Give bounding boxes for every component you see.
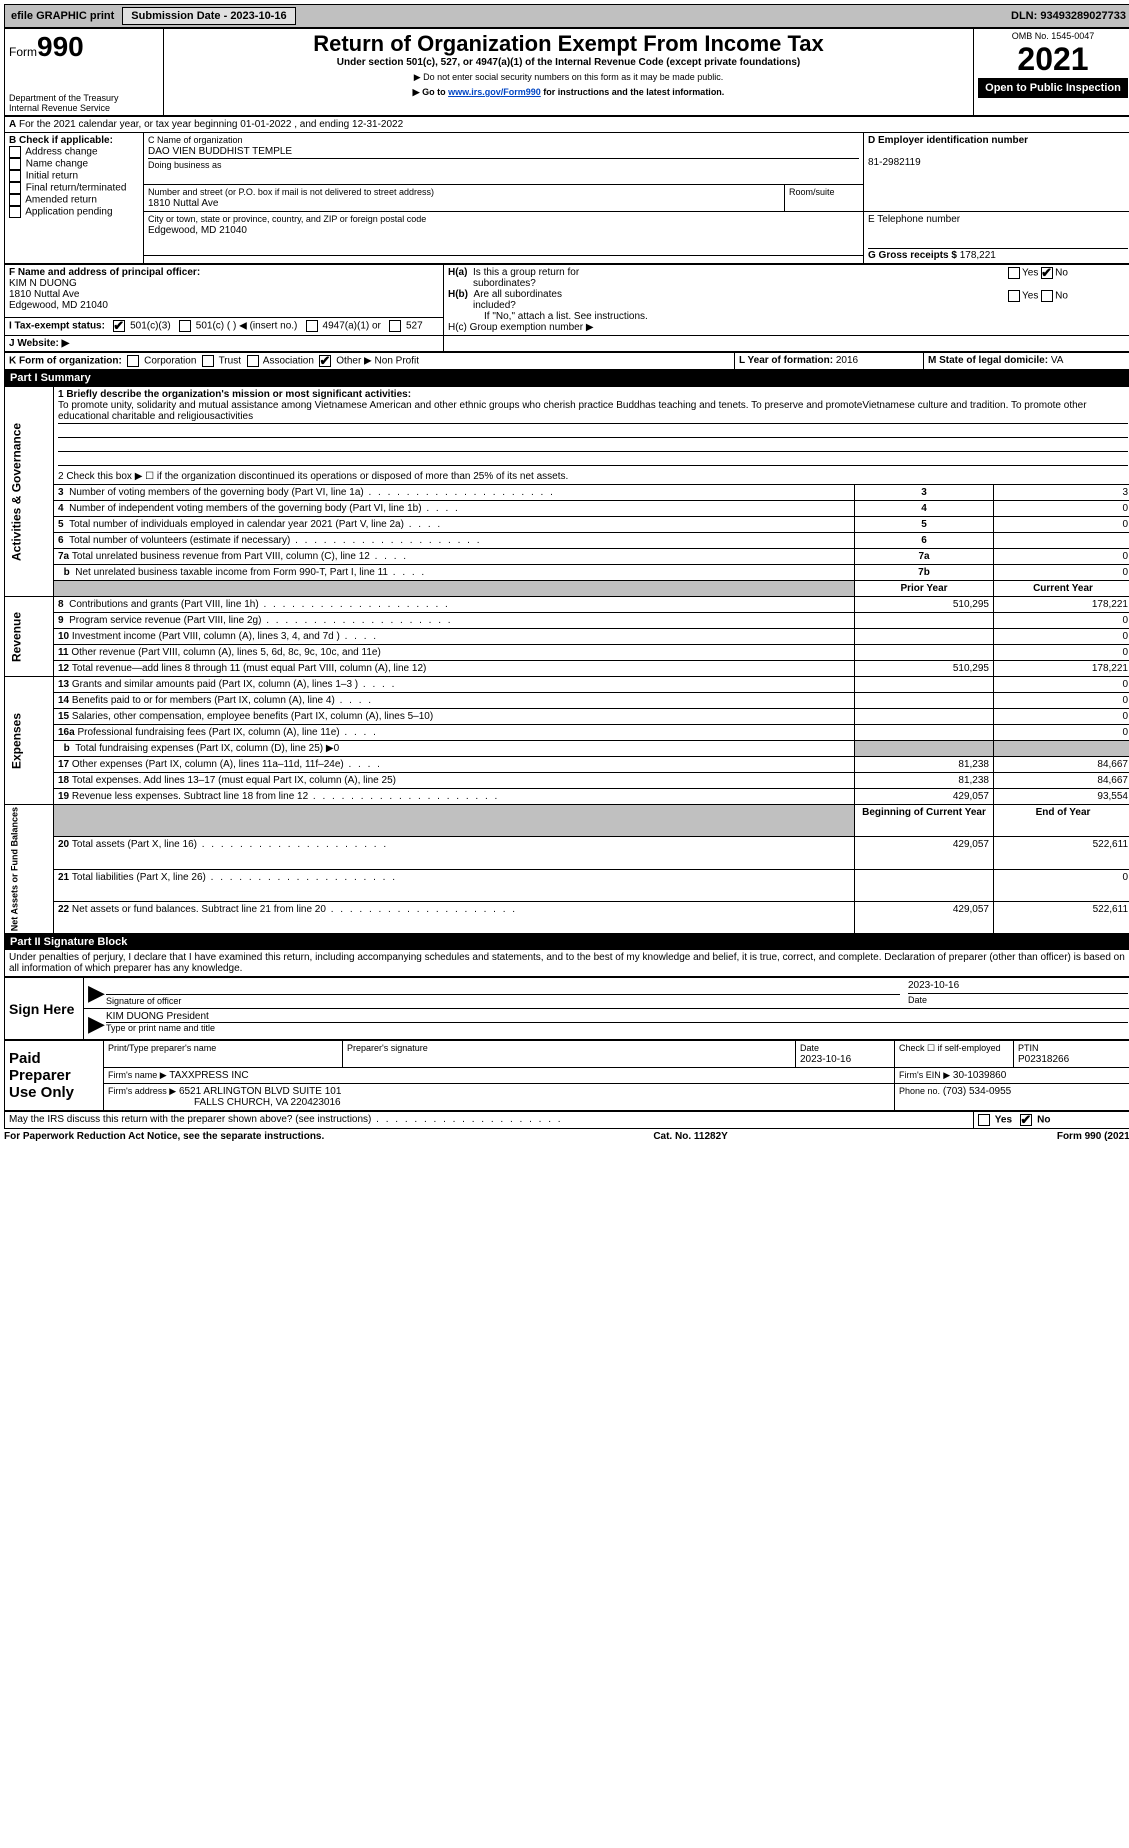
dept-label: Department of the Treasury Internal Reve… — [9, 93, 159, 113]
may-irs-discuss: May the IRS discuss this return with the… — [5, 1112, 974, 1129]
form-number: 990 — [37, 31, 84, 62]
room-label: Room/suite — [789, 187, 835, 197]
cb-4947[interactable] — [306, 320, 318, 332]
section-k: K Form of organization: Corporation Trus… — [5, 353, 735, 370]
side-expenses: Expenses — [5, 677, 54, 805]
subtitle-2: ▶ Do not enter social security numbers o… — [168, 72, 969, 83]
check-self: Check ☐ if self-employed — [895, 1041, 1014, 1068]
gross-receipts: 178,221 — [960, 250, 996, 261]
cb-amended[interactable] — [9, 194, 21, 206]
open-to-public: Open to Public Inspection — [978, 78, 1128, 98]
cb-assoc[interactable] — [247, 355, 259, 367]
firm-addr1: 6521 ARLINGTON BLVD SUITE 101 — [179, 1086, 341, 1097]
omb-label: OMB No. 1545-0047 — [978, 31, 1128, 41]
d-label: D Employer identification number — [868, 135, 1028, 146]
section-i: I Tax-exempt status: 501(c)(3) 501(c) ( … — [5, 317, 444, 335]
section-b: B Check if applicable: Address change Na… — [5, 133, 144, 264]
ein-value: 81-2982119 — [868, 157, 921, 168]
e-label: E Telephone number — [868, 214, 960, 225]
form-header-table: Form990 Department of the Treasury Inter… — [4, 28, 1129, 116]
g-label: G Gross receipts $ — [868, 250, 957, 261]
q1-text: To promote unity, solidarity and mutual … — [58, 400, 1087, 422]
gov-row: b Net unrelated business taxable income … — [5, 565, 1129, 581]
dln-label: DLN: 93493289027733 — [1011, 10, 1129, 22]
h-c: H(c) Group exemption number ▶ — [448, 322, 1000, 333]
side-activities: Activities & Governance — [5, 387, 54, 597]
gov-row: 6 Total number of volunteers (estimate i… — [5, 533, 1129, 549]
org-name: DAO VIEN BUDDHIST TEMPLE — [148, 146, 292, 157]
city-value: Edgewood, MD 21040 — [148, 225, 247, 236]
gov-row: 5 Total number of individuals employed i… — [5, 517, 1129, 533]
page-footer: For Paperwork Reduction Act Notice, see … — [4, 1129, 1129, 1144]
street-value: 1810 Nuttal Ave — [148, 198, 218, 209]
street-label: Number and street (or P.O. box if mail i… — [148, 187, 434, 197]
cb-discuss-no[interactable] — [1020, 1114, 1032, 1126]
sig-officer-label: Signature of officer — [106, 994, 900, 1006]
cb-discuss-yes[interactable] — [978, 1114, 990, 1126]
city-label: City or town, state or province, country… — [148, 214, 426, 224]
type-name-label: Type or print name and title — [106, 1022, 1128, 1033]
date-label: Date — [908, 993, 1128, 1005]
c-name-label: C Name of organization — [148, 135, 243, 145]
tax-year: 2021 — [978, 41, 1128, 78]
cb-name-change[interactable] — [9, 158, 21, 170]
efile-label: efile GRAPHIC print — [7, 10, 118, 22]
officer-name-title: KIM DUONG President — [106, 1011, 209, 1022]
footer-right: Form 990 (2021) — [1057, 1131, 1129, 1142]
ptin-value: P02318266 — [1018, 1054, 1069, 1065]
gov-row: 4 Number of independent voting members o… — [5, 501, 1129, 517]
sign-arrow-icon: ▶ — [88, 1011, 106, 1037]
cb-initial-return[interactable] — [9, 170, 21, 182]
submission-date-button[interactable]: Submission Date - 2023-10-16 — [122, 7, 295, 25]
line-a: A For the 2021 calendar year, or tax yea… — [5, 117, 1129, 133]
section-m: M State of legal domicile: VA — [924, 353, 1129, 370]
h-b: H(b) Are all subordinates included? — [448, 289, 1000, 311]
form-title: Return of Organization Exempt From Incom… — [168, 31, 969, 57]
gov-row: 7a Total unrelated business revenue from… — [5, 549, 1129, 565]
subtitle-3: ▶ Go to www.irs.gov/Form990 for instruct… — [168, 87, 969, 98]
sign-arrow-icon: ▶ — [88, 980, 106, 1006]
footer-mid: Cat. No. 11282Y — [653, 1131, 727, 1142]
cb-trust[interactable] — [202, 355, 214, 367]
cb-ha-no[interactable] — [1041, 267, 1053, 279]
cb-hb-yes[interactable] — [1008, 290, 1020, 302]
cb-address-change[interactable] — [9, 146, 21, 158]
dba-label: Doing business as — [148, 160, 222, 170]
firm-name: TAXXPRESS INC — [169, 1070, 248, 1081]
form-prefix: Form — [9, 45, 37, 59]
firm-addr2: FALLS CHURCH, VA 220423016 — [108, 1097, 341, 1108]
sig-date: 2023-10-16 — [908, 980, 959, 991]
side-netassets: Net Assets or Fund Balances — [5, 805, 54, 934]
irs-link[interactable]: www.irs.gov/Form990 — [448, 87, 541, 97]
cb-501c3[interactable] — [113, 320, 125, 332]
subtitle-1: Under section 501(c), 527, or 4947(a)(1)… — [168, 57, 969, 68]
cb-ha-yes[interactable] — [1008, 267, 1020, 279]
declaration: Under penalties of perjury, I declare th… — [4, 950, 1129, 977]
gov-row: 3 Number of voting members of the govern… — [5, 485, 1129, 501]
cb-527[interactable] — [389, 320, 401, 332]
efile-topbar: efile GRAPHIC print Submission Date - 20… — [4, 4, 1129, 28]
cb-app-pending[interactable] — [9, 206, 21, 218]
section-f: F Name and address of principal officer:… — [5, 265, 444, 318]
paid-preparer-label: Paid Preparer Use Only — [5, 1041, 104, 1111]
cb-501c[interactable] — [179, 320, 191, 332]
side-revenue: Revenue — [5, 597, 54, 677]
h-a: H(a) Is this a group return for subordin… — [448, 267, 1000, 289]
firm-ein: 30-1039860 — [953, 1070, 1006, 1081]
part2-header: Part II Signature Block — [4, 934, 1129, 950]
cb-hb-no[interactable] — [1041, 290, 1053, 302]
q1-label: 1 Briefly describe the organization's mi… — [58, 389, 411, 400]
firm-phone: (703) 534-0955 — [943, 1086, 1011, 1097]
part1-header: Part I Summary — [4, 370, 1129, 386]
footer-left: For Paperwork Reduction Act Notice, see … — [4, 1131, 324, 1142]
cb-corp[interactable] — [127, 355, 139, 367]
sign-here-label: Sign Here — [5, 978, 84, 1040]
section-l: L Year of formation: 2016 — [735, 353, 924, 370]
section-j: J Website: ▶ — [5, 336, 444, 352]
cb-other[interactable] — [319, 355, 331, 367]
h-attach: If "No," attach a list. See instructions… — [448, 311, 1000, 322]
q2: 2 Check this box ▶ ☐ if the organization… — [54, 469, 1129, 485]
cb-final-return[interactable] — [9, 182, 21, 194]
